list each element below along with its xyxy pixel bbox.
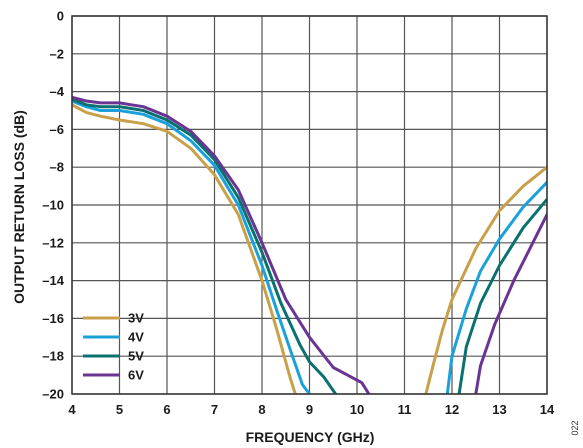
y-tick-label: –2 [50,46,64,61]
y-tick-label: –18 [42,349,64,364]
y-tick-label: –6 [50,122,64,137]
x-axis-title: FREQUENCY (GHz) [246,429,375,445]
x-tick-label: 8 [258,402,265,417]
x-tick-label: 9 [306,402,313,417]
y-tick-label: –8 [50,160,64,175]
y-tick-label: –20 [42,387,64,402]
y-tick-label: –14 [42,273,64,288]
series-line-4V [72,101,310,394]
y-tick-label: –12 [42,235,64,250]
y-tick-label: 0 [57,9,64,24]
x-tick-label: 7 [211,402,218,417]
legend-label-4V: 4V [128,330,144,345]
y-tick-label: –4 [50,84,65,99]
x-tick-label: 11 [398,402,412,417]
y-tick-labels: 0 –2 –4 –6 –8 –10 –12 –14 –16 –18 –20 [42,9,64,402]
figure-code: 022 [570,420,580,435]
legend-label-3V: 3V [128,311,144,326]
legend-label-6V: 6V [128,368,144,383]
y-tick-label: –10 [42,198,64,213]
x-tick-label: 5 [116,402,123,417]
series-line-6V [476,215,547,395]
legend: 3V 4V 5V 6V [83,311,144,383]
x-tick-label: 10 [350,402,364,417]
series-line-6V [72,97,369,394]
legend-label-5V: 5V [128,349,144,364]
x-tick-labels: 4 5 6 7 8 9 10 11 12 13 14 [68,402,555,417]
x-tick-label: 6 [163,402,170,417]
y-axis-title: OUTPUT RETURN LOSS (dB) [11,110,27,304]
y-tick-label: –16 [42,311,64,326]
x-tick-label: 13 [492,402,506,417]
x-tick-label: 14 [540,402,555,417]
x-tick-label: 12 [445,402,459,417]
x-tick-label: 4 [68,402,76,417]
